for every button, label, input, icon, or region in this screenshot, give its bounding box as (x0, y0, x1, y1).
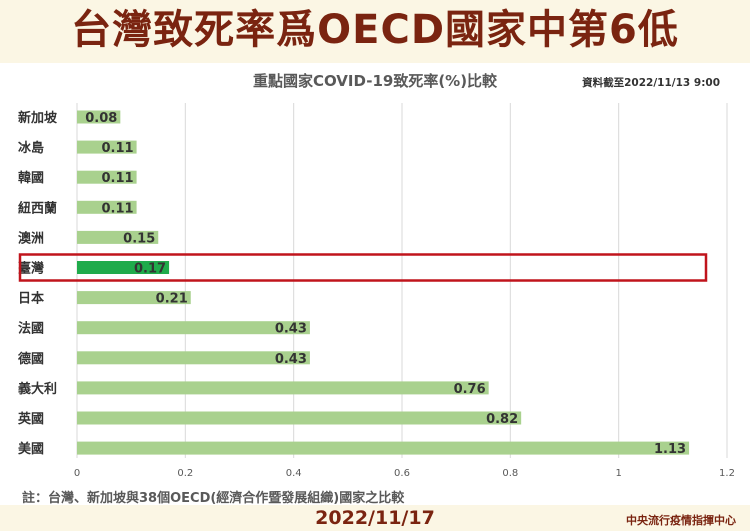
value-label: 0.21 (156, 292, 188, 307)
data-timestamp: 資料截至2022/11/13 9:00 (582, 77, 720, 89)
footnote: 註：台灣、新加坡與38個OECD(經濟合作暨發展組織)國家之比較 (22, 491, 405, 506)
x-tick-label: 0 (74, 468, 80, 479)
bar (77, 200, 137, 214)
value-label: 0.17 (134, 262, 166, 277)
bar (77, 261, 170, 274)
x-tick-label: 0.6 (394, 468, 410, 479)
value-label: 0.43 (275, 352, 307, 367)
bar (77, 411, 522, 425)
headline: 台灣致死率爲OECD國家中第6低 (71, 7, 679, 53)
bar (77, 170, 137, 184)
value-label: 0.11 (102, 141, 134, 156)
category-label: 英國 (17, 411, 44, 427)
bar (77, 441, 690, 455)
value-label: 0.76 (454, 382, 486, 397)
value-label: 0.82 (486, 412, 518, 427)
bar-chart: 0 0.2 0.4 0.6 0.8 1 1.2 新加坡 0.08 冰島 0.11 韓國 0.11 紐西蘭 0… (17, 103, 735, 479)
category-label: 臺灣 (18, 261, 44, 277)
category-label: 日本 (18, 291, 44, 307)
value-label: 0.11 (102, 171, 134, 186)
x-tick-label: 0.2 (177, 468, 193, 479)
chart-panel: 重點國家COVID-19致死率(%)比較 資料截至2022/11/13 9:00… (0, 63, 750, 506)
category-label: 澳洲 (18, 230, 44, 246)
bar (77, 140, 137, 154)
bar (77, 381, 489, 395)
category-label: 韓國 (18, 170, 44, 186)
value-label: 1.13 (654, 442, 686, 457)
category-label: 新加坡 (18, 110, 58, 126)
x-tick-label: 0.8 (502, 468, 518, 479)
value-label: 0.15 (123, 231, 155, 246)
category-label: 紐西蘭 (18, 200, 57, 216)
category-label: 法國 (18, 321, 44, 337)
bar (77, 291, 191, 305)
category-label: 冰島 (18, 140, 44, 156)
bar (77, 321, 310, 335)
category-label: 德國 (18, 351, 44, 367)
x-tick-label: 1 (615, 468, 621, 479)
publish-date: 2022/11/17 (315, 507, 435, 529)
bar (77, 110, 121, 124)
value-label: 0.08 (85, 111, 117, 126)
category-label: 美國 (18, 441, 44, 457)
bar (77, 230, 159, 244)
highlight-box (18, 253, 708, 282)
chart-title: 重點國家COVID-19致死率(%)比較 (252, 72, 498, 90)
source-label: 中央流行疫情指揮中心 (626, 514, 736, 527)
bar (77, 351, 310, 365)
date-bar: 2022/11/17 中央流行疫情指揮中心 (0, 505, 750, 531)
value-label: 0.43 (275, 322, 307, 337)
x-tick-label: 1.2 (719, 468, 735, 479)
value-label: 0.11 (102, 201, 134, 216)
category-label: 義大利 (18, 381, 57, 397)
x-tick-label: 0.4 (286, 468, 302, 479)
